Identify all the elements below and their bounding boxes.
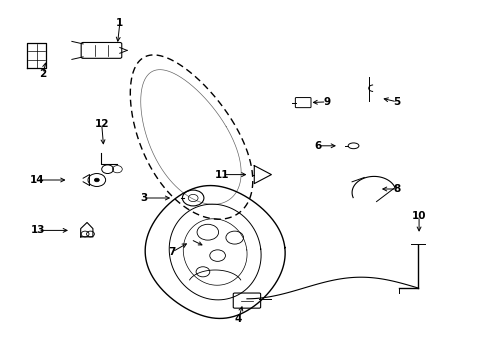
Text: 9: 9 xyxy=(323,97,329,107)
Text: 4: 4 xyxy=(234,314,242,324)
Text: 11: 11 xyxy=(215,170,229,180)
Text: 14: 14 xyxy=(29,175,44,185)
Text: 13: 13 xyxy=(31,225,45,235)
Circle shape xyxy=(94,178,99,182)
Text: 3: 3 xyxy=(141,193,147,203)
Text: 7: 7 xyxy=(168,247,176,257)
Text: 10: 10 xyxy=(411,211,426,221)
Text: 5: 5 xyxy=(393,97,400,107)
Text: 8: 8 xyxy=(393,184,400,194)
Text: 2: 2 xyxy=(40,69,46,79)
Text: 12: 12 xyxy=(94,119,109,129)
Text: 6: 6 xyxy=(314,141,321,151)
Text: 1: 1 xyxy=(116,18,123,28)
